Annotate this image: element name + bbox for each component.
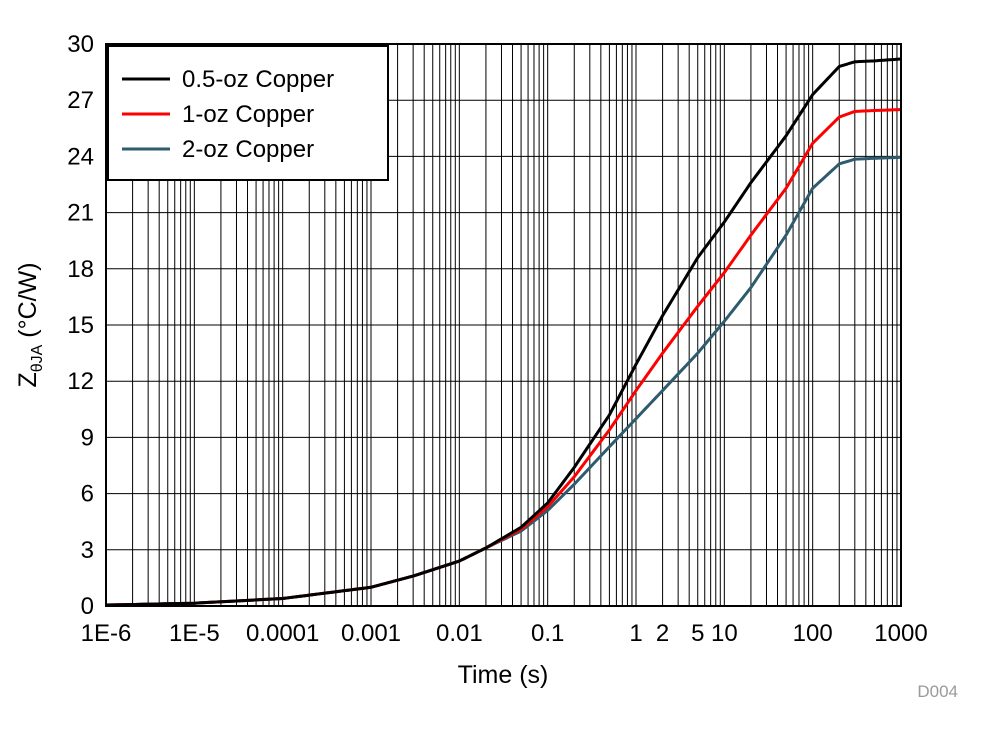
legend: 0.5-oz Copper 1-oz Copper 2-oz Copper: [107, 45, 389, 181]
plot-frame: [105, 43, 902, 607]
y-tick-label: 24: [67, 143, 94, 170]
series-line-2: [105, 108, 902, 607]
legend-label-series-3: 2-oz Copper: [182, 136, 314, 163]
x-tick-label: 100: [793, 620, 833, 647]
y-tick-label: 12: [67, 368, 94, 395]
x-tick-label: 1000: [874, 620, 927, 647]
y-tick-label: 3: [81, 537, 94, 564]
x-tick-label: 0.0001: [246, 620, 319, 647]
x-tick-label: 10: [711, 620, 738, 647]
legend-label-series-2: 1-oz Copper: [182, 101, 314, 128]
y-tick-label: 30: [67, 31, 94, 58]
x-tick-label: 0.1: [531, 620, 564, 647]
x-tick-label: 5: [691, 620, 704, 647]
y-tick-label: 21: [67, 200, 94, 227]
series-lines: [105, 57, 902, 607]
y-tick-label: 15: [67, 312, 94, 339]
y-tick-label: 0: [81, 593, 94, 620]
x-axis-title: Time (s): [458, 661, 549, 689]
y-tick-label: 27: [67, 87, 94, 114]
series-line-1: [105, 57, 902, 607]
legend-label-series-1: 0.5-oz Copper: [182, 66, 334, 93]
x-tick-label: 0.01: [436, 620, 483, 647]
y-tick-label: 6: [81, 481, 94, 508]
y-axis-title-subscript: θJA: [29, 344, 46, 372]
x-tick-label: 1: [629, 620, 642, 647]
x-tick-labels: 1E-6 1E-5 0.0001 0.001 0.01 0.1 1 2 5 10 100 1000: [81, 620, 928, 647]
x-tick-label: 1E-5: [169, 620, 220, 647]
y-tick-labels: 0 3 6 9 12 15 18 21 24 27 30: [67, 31, 94, 620]
x-tick-label: 1E-6: [81, 620, 132, 647]
figure-id: D004: [917, 682, 958, 701]
y-axis-title-main: Z: [14, 372, 42, 387]
x-tick-label: 2: [656, 620, 669, 647]
y-tick-label: 18: [67, 256, 94, 283]
y-axis-title: ZθJA (°C/W): [14, 262, 46, 387]
y-tick-label: 9: [81, 424, 94, 451]
x-tick-label: 0.001: [341, 620, 401, 647]
y-axis-title-unit: (°C/W): [14, 262, 42, 344]
